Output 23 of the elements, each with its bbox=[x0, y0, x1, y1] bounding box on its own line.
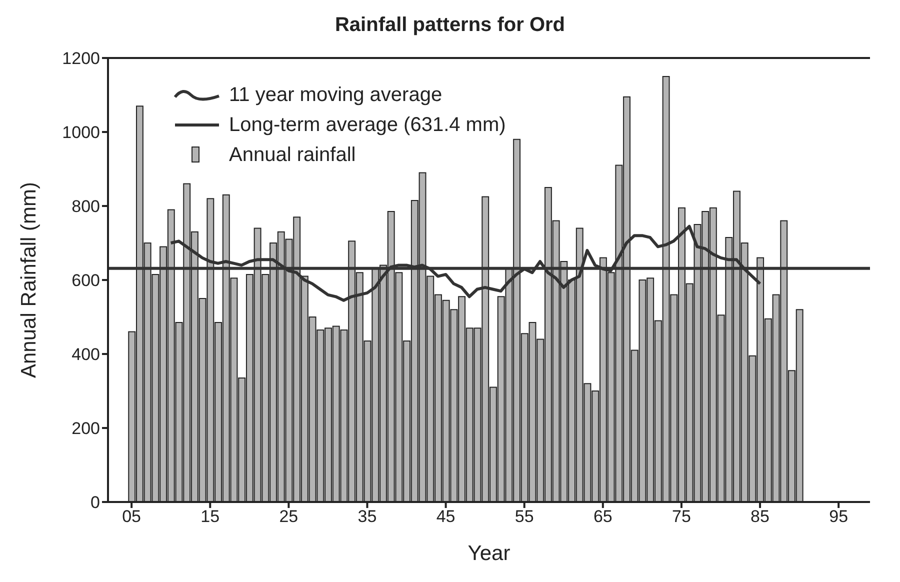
x-tick-label: 35 bbox=[358, 507, 377, 526]
y-tick-label: 400 bbox=[72, 345, 100, 364]
legend-label: Long-term average (631.4 mm) bbox=[229, 114, 506, 136]
x-tick-label: 85 bbox=[750, 507, 770, 526]
x-tick-label: 95 bbox=[829, 507, 848, 526]
y-tick-label: 1200 bbox=[62, 49, 100, 68]
legend-label: Annual rainfall bbox=[229, 144, 356, 166]
y-tick-label: 0 bbox=[90, 493, 100, 512]
x-tick-label: 15 bbox=[200, 507, 220, 526]
x-tick-label: 55 bbox=[514, 507, 534, 526]
chart-title: Rainfall patterns for Ord bbox=[334, 14, 566, 37]
x-tick-label: 25 bbox=[279, 507, 298, 526]
y-axis-title: Annual Rainfall (mm) bbox=[17, 182, 40, 378]
y-tick-label: 800 bbox=[72, 197, 100, 216]
y-tick-label: 200 bbox=[72, 419, 100, 438]
x-tick-label: 45 bbox=[436, 507, 456, 526]
legend-label: 11 year moving average bbox=[229, 84, 442, 106]
y-tick-label: 600 bbox=[72, 271, 100, 290]
x-tick-label: 05 bbox=[122, 507, 142, 526]
x-tick-label: 65 bbox=[593, 507, 612, 526]
y-tick-label: 1000 bbox=[62, 123, 100, 142]
x-tick-label: 75 bbox=[672, 507, 691, 526]
x-axis-title: Year bbox=[468, 542, 510, 565]
